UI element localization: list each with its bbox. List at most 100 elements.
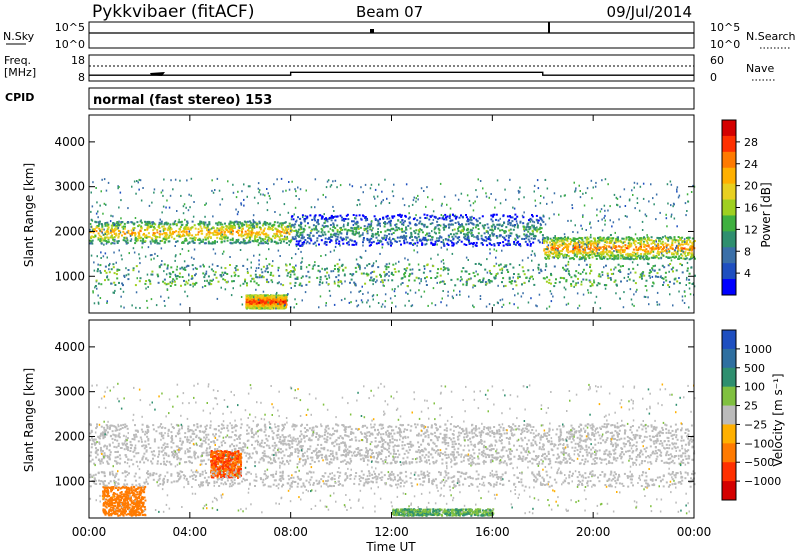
power-cell <box>520 295 523 298</box>
power-cell <box>388 262 391 265</box>
power-cell <box>243 242 246 245</box>
power-cell <box>667 248 670 251</box>
power-cell <box>283 304 285 307</box>
power-cell <box>250 224 253 227</box>
power-cell <box>472 271 475 274</box>
power-cell <box>634 255 637 258</box>
power-cell <box>512 206 514 209</box>
power-cell <box>281 307 284 310</box>
power-cell <box>343 274 346 277</box>
power-cell <box>371 220 373 223</box>
power-cell <box>420 229 423 232</box>
power-cell <box>688 287 691 290</box>
power-cell <box>394 224 396 227</box>
power-cell <box>253 307 256 310</box>
power-cell <box>454 217 457 220</box>
power-cell <box>101 224 104 227</box>
power-cell <box>452 213 454 216</box>
power-cell <box>173 237 176 240</box>
power-cell <box>247 232 250 235</box>
power-cell <box>602 256 604 259</box>
power-cell <box>452 233 455 236</box>
power-cell <box>602 245 605 248</box>
power-cell <box>552 236 555 239</box>
power-cell <box>165 235 168 238</box>
power-cell <box>155 304 158 307</box>
power-cell <box>265 242 268 244</box>
power-cell <box>573 238 575 241</box>
power-cell <box>442 266 445 269</box>
power-cell <box>437 240 440 242</box>
power-cell <box>165 232 168 235</box>
power-cell <box>416 244 418 247</box>
power-cell <box>266 300 269 303</box>
power-cell <box>524 228 527 231</box>
power-cell <box>485 305 488 308</box>
power-cell <box>359 234 362 237</box>
power-cell <box>271 307 274 310</box>
power-cell <box>352 224 355 226</box>
power-cell <box>320 239 323 242</box>
power-cell <box>172 230 174 233</box>
power-cell <box>598 238 600 241</box>
power-cell <box>647 245 650 248</box>
power-cell <box>324 237 327 240</box>
power-cell <box>97 238 100 241</box>
power-cell <box>207 240 210 243</box>
power-cell <box>206 229 208 232</box>
power-cell <box>366 227 369 230</box>
power-cell <box>249 241 252 244</box>
power-cell <box>440 246 443 249</box>
power-cell <box>692 255 695 258</box>
power-cell <box>581 238 584 241</box>
power-cell <box>536 230 539 233</box>
power-cell <box>254 234 257 237</box>
power-cell <box>256 239 259 241</box>
power-cell <box>125 242 128 245</box>
power-cell <box>263 305 266 308</box>
power-cell <box>119 231 122 234</box>
power-cell <box>665 244 668 247</box>
power-cell <box>691 245 694 248</box>
power-cell <box>562 237 564 240</box>
power-cell <box>617 269 620 272</box>
power-cell <box>118 206 120 209</box>
power-cell <box>236 221 239 224</box>
power-cell <box>458 236 461 239</box>
power-cell <box>286 231 288 234</box>
power-cell <box>208 265 211 268</box>
power-cell <box>318 234 321 237</box>
power-cell <box>639 247 642 249</box>
power-cell <box>501 298 504 301</box>
power-cell <box>375 242 378 245</box>
power-cell <box>679 244 681 247</box>
power-cell <box>299 217 302 220</box>
power-cell <box>167 222 170 225</box>
power-cell <box>97 301 100 304</box>
power-cell <box>300 237 303 240</box>
power-cell <box>518 264 521 266</box>
power-cell <box>145 222 148 225</box>
power-cell <box>513 303 515 306</box>
power-cell <box>136 239 139 242</box>
power-cell <box>312 234 315 237</box>
power-cell <box>169 281 171 284</box>
power-cell <box>670 237 673 240</box>
power-cell <box>529 243 532 245</box>
power-cell <box>426 239 428 242</box>
power-cell <box>282 300 285 303</box>
power-cell <box>341 239 344 242</box>
power-cell <box>379 225 381 228</box>
power-cell <box>419 216 422 219</box>
power-cell <box>299 244 302 247</box>
power-cell <box>301 231 304 234</box>
power-cell <box>633 293 635 296</box>
power-cell <box>421 242 424 245</box>
power-cell <box>223 250 225 253</box>
power-cell <box>590 226 592 229</box>
power-cell <box>329 250 332 253</box>
power-cell <box>110 268 113 271</box>
power-cell <box>291 237 294 240</box>
power-cell <box>257 284 260 287</box>
